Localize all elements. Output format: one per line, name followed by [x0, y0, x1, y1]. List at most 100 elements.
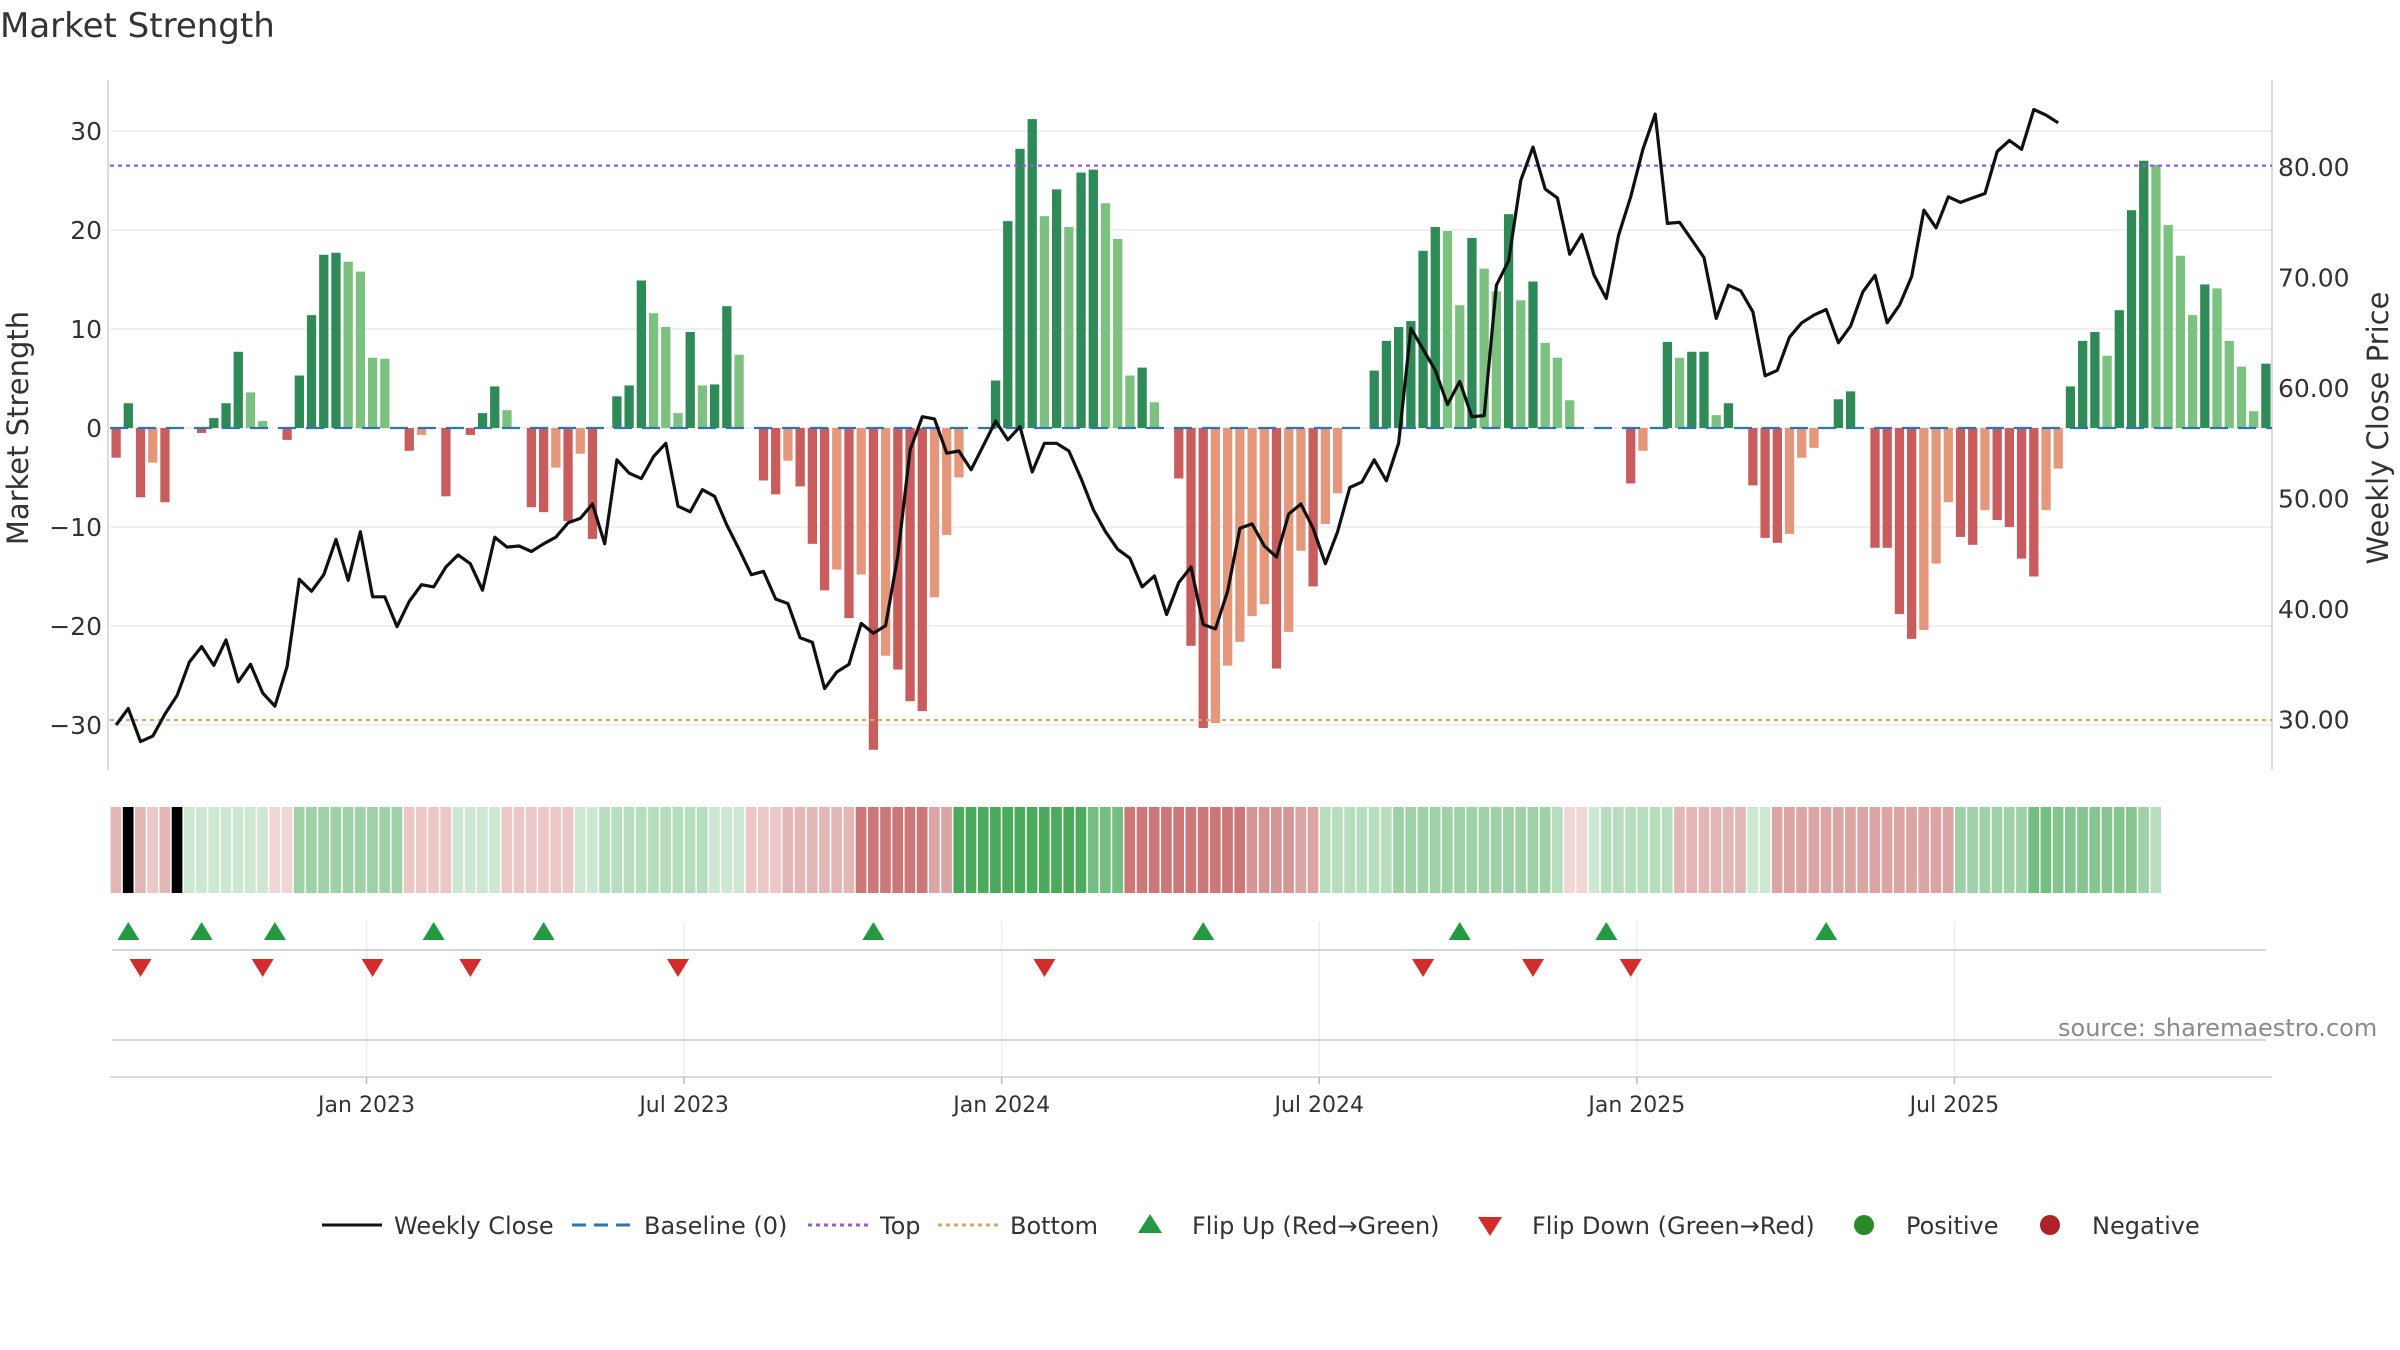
strength-bar [319, 254, 329, 428]
strength-bar [135, 428, 146, 498]
flip-up-marker [1192, 922, 1215, 940]
band-cell [1405, 807, 1417, 893]
flip-up-marker [1448, 922, 1471, 940]
strength-bar [2151, 164, 2161, 428]
band-cell [2077, 807, 2088, 893]
strength-bar [2016, 428, 2027, 559]
strength-bar [2249, 411, 2259, 428]
band-cell [1613, 807, 1624, 893]
strength-bar [160, 428, 170, 503]
band-cell [1124, 807, 1136, 893]
band-cell [1637, 807, 1649, 893]
strength-bar [1430, 227, 1440, 428]
strength-bar [1271, 428, 1282, 669]
band-cell [1417, 807, 1429, 893]
band-cell [293, 807, 305, 893]
band-cell [1893, 807, 1905, 893]
band-cell [709, 807, 720, 893]
band-cell [1857, 807, 1869, 893]
band-cell [904, 807, 916, 893]
strength-bar [1394, 327, 1404, 428]
strength-bar [477, 413, 488, 428]
x-tick-label: Jul 2025 [1908, 1093, 2000, 1118]
flip-down-marker [1033, 959, 1056, 977]
strength-bar [502, 410, 512, 428]
strength-bar [697, 385, 708, 428]
strength-bar [880, 428, 891, 656]
band-cell [2138, 807, 2149, 893]
strength-bar [2029, 428, 2039, 577]
strength-bar [1455, 305, 1465, 428]
y2-tick-label: 60.00 [2278, 374, 2350, 403]
band-cell [1393, 807, 1404, 893]
strength-bar [1467, 237, 1477, 428]
band-cell [477, 807, 488, 893]
strength-bar [2175, 255, 2186, 428]
y-tick-label: 0 [86, 414, 102, 443]
band-cell [501, 807, 513, 893]
strength-bar [1992, 428, 2002, 521]
strength-bar [2261, 363, 2271, 428]
strength-bar [1503, 214, 1514, 428]
flip-markers-panel [117, 922, 1838, 977]
band-cell [1979, 807, 1991, 893]
strength-bar [1015, 148, 1025, 428]
strength-bar [441, 428, 451, 497]
strength-bar [1845, 391, 1856, 428]
source-credit: source: sharemaestro.com [2058, 1014, 2378, 1042]
y2-tick-label: 30.00 [2278, 706, 2350, 735]
strength-bar [221, 403, 231, 428]
band-cell [257, 807, 268, 893]
band-cell [1234, 807, 1246, 893]
y-tick-label: −10 [49, 513, 102, 542]
band-cell [1808, 807, 1820, 893]
strength-bar [1223, 428, 1233, 666]
band-cell [586, 807, 598, 893]
band-cell [672, 807, 684, 893]
legend-label: Weekly Close [394, 1212, 554, 1240]
band-cell [1466, 807, 1478, 893]
legend-label: Baseline (0) [644, 1212, 787, 1240]
flip-up-marker [422, 922, 445, 940]
flip-down-marker [1522, 959, 1545, 977]
y2-tick-label: 40.00 [2278, 595, 2350, 624]
weekly-close-series [114, 107, 2060, 744]
band-cell [1063, 807, 1075, 893]
band-cell [623, 807, 635, 893]
band-cell [1161, 807, 1172, 893]
strength-bar [795, 428, 805, 487]
x-tick-label: Jan 2023 [316, 1093, 415, 1118]
strength-bar [673, 413, 683, 428]
strength-bar [1528, 281, 1538, 428]
strength-bar [587, 428, 598, 539]
strength-bar [1186, 428, 1196, 646]
strength-bar [2004, 428, 2015, 527]
strength-band-strip [110, 807, 2162, 893]
band-cell [1698, 807, 1710, 893]
band-cell [1625, 807, 1636, 893]
strength-bar [2078, 340, 2088, 428]
band-cell [147, 807, 158, 893]
y-tick-label: 20 [70, 216, 102, 245]
strength-bar [661, 327, 671, 428]
strength-bar [1919, 428, 1929, 630]
band-cell [1026, 807, 1038, 893]
y-tick-label: −30 [49, 711, 102, 740]
band-cell [1014, 807, 1026, 893]
band-cell [232, 807, 244, 893]
strength-bar [367, 357, 378, 428]
band-cell [928, 807, 940, 893]
strength-bar [1784, 428, 1795, 534]
band-cell [1600, 807, 1612, 893]
flip-up-marker [862, 922, 885, 940]
band-cell [660, 807, 671, 893]
band-cell [525, 807, 537, 893]
legend: Weekly Close Baseline (0) Top Bottom Flip Up… [322, 1212, 2200, 1240]
band-cell [1344, 807, 1355, 893]
flip-up-marker [532, 922, 555, 940]
strength-bar [929, 428, 940, 598]
strength-bar [1259, 428, 1269, 605]
strength-bar [2187, 315, 2198, 428]
strength-bar [905, 428, 915, 702]
legend-swatch [1478, 1217, 1502, 1236]
